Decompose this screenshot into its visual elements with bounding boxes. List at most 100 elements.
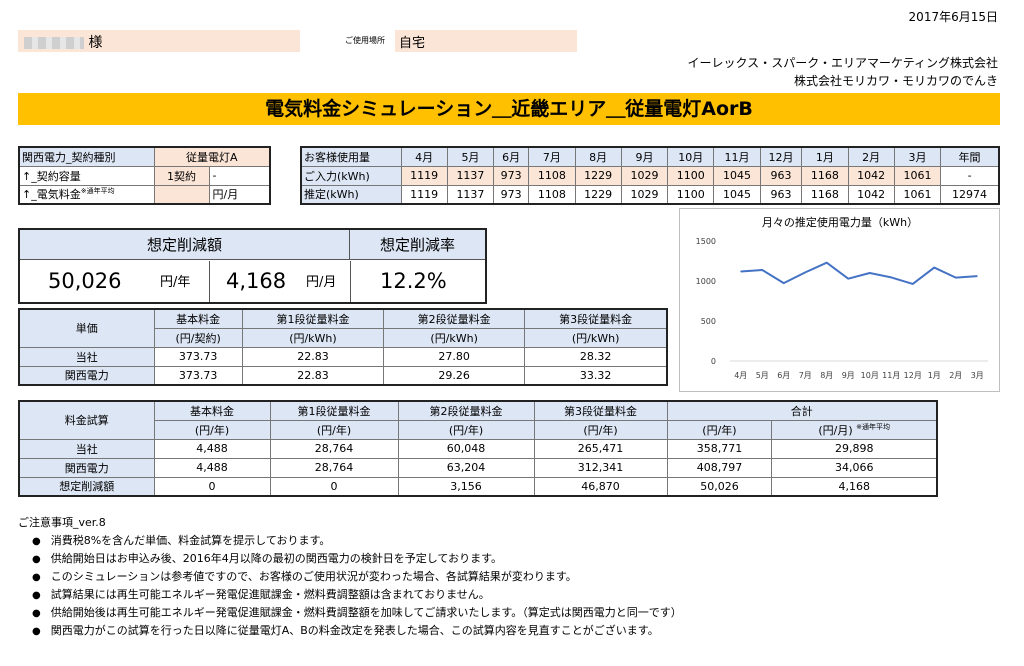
- bill-label-note: ※通年平均: [80, 187, 115, 196]
- up-row-label: 当社: [18, 346, 155, 367]
- cell: 29,898: [771, 438, 938, 459]
- data-point: [761, 269, 763, 271]
- x-tick-label: 1月: [928, 371, 941, 380]
- customer-suffix: 様: [88, 35, 103, 51]
- table-row: 関西電力 4,488 28,764 63,204 312,341 408,797…: [18, 457, 938, 478]
- x-tick-label: 12月: [904, 371, 922, 380]
- cell: 33.32: [524, 365, 668, 386]
- cell: 4,488: [153, 438, 271, 459]
- y-tick-label: 1000: [696, 277, 716, 286]
- cell: 3,156: [397, 476, 535, 497]
- cell: 22.83: [241, 346, 385, 367]
- usage-estimate-cell: 1137: [446, 184, 495, 205]
- cell: 265,471: [533, 438, 668, 459]
- notes-list: 消費税8%を含んだ単価、料金試算を提示しております。 供給開始日はお申込み後、2…: [32, 532, 1008, 640]
- trial-table: 料金試算 基本料金 第1段従量料金 第2段従量料金 第3段従量料金 合計 (円/…: [18, 400, 938, 497]
- cell: 63,204: [397, 457, 535, 478]
- bill-value: [153, 184, 210, 205]
- usage-header-cell: 4月: [400, 146, 448, 167]
- y-tick-label: 0: [711, 357, 716, 366]
- data-point: [826, 262, 828, 264]
- cell: 408,797: [666, 457, 773, 478]
- unit-price-table: 単価 基本料金 第1段従量料金 第2段従量料金 第3段従量料金 (円/契約) (…: [18, 308, 668, 386]
- usage-input-cell: 1042: [847, 165, 895, 186]
- contract-table: 関西電力_契約種別 従量電灯A ↑_契約容量 1契約 - ↑_電気料金※通年平均…: [18, 146, 271, 205]
- tr-unit-1: (円/年): [269, 419, 399, 440]
- y-tick-label: 1500: [696, 237, 716, 246]
- tr-col-0: 基本料金: [153, 400, 271, 421]
- page-title: 電気料金シミュレーション＿近畿エリア＿従量電灯AorB: [18, 93, 1000, 125]
- usage-table: お客様使用量 4月 5月 6月 7月 8月 9月 10月 11月 12月 1月 2月 3月 年間 ご入力(…: [300, 146, 1000, 205]
- usage-header-cell: 5月: [446, 146, 495, 167]
- cell: 27.80: [383, 346, 526, 367]
- cell: 60,048: [397, 438, 535, 459]
- tr-col-4: 合計: [666, 400, 938, 421]
- tr-col-2: 第2段従量料金: [397, 400, 535, 421]
- usage-estimate-cell: 1061: [893, 184, 942, 205]
- tr-row-label: 想定削減額: [18, 476, 155, 497]
- usage-estimate-cell: 1045: [713, 184, 761, 205]
- cell: 29.26: [383, 365, 526, 386]
- saving-monthly-unit: 円/月: [306, 275, 337, 290]
- usage-input-cell: 1137: [446, 165, 495, 186]
- cell: 4,488: [153, 457, 271, 478]
- up-col-3: 第3段従量料金: [524, 308, 668, 329]
- capacity-extra: -: [208, 165, 271, 186]
- usage-header-cell: 年間: [940, 146, 1000, 167]
- saving-amount-header: 想定削減額: [20, 230, 350, 260]
- up-unit-2: (円/kWh): [383, 327, 526, 348]
- x-tick-label: 3月: [971, 371, 984, 380]
- usage-chart-svg: 月々の推定使用電力量（kWh） 0 500 1000 1500 4月 5月 6月 7月 8月 9月…: [696, 215, 988, 380]
- up-col-2: 第2段従量料金: [383, 308, 526, 329]
- contract-type-label: 関西電力_契約種別: [18, 146, 155, 167]
- x-tick-label: 2月: [949, 371, 962, 380]
- usage-input-cell: 1029: [620, 165, 669, 186]
- usage-input-row: ご入力(kWh) 1119 1137 973 1108 1229 1029 1100 1045 9…: [300, 165, 1000, 186]
- customer-name-box: 様: [18, 30, 300, 52]
- usage-header-cell: 3月: [893, 146, 942, 167]
- series-line: [740, 261, 978, 285]
- tr-row-label: 関西電力: [18, 457, 155, 478]
- usage-estimate-label: 推定(kWh): [300, 184, 402, 205]
- table-row: 当社 4,488 28,764 60,048 265,471 358,771 2…: [18, 438, 938, 459]
- company-name-2: 株式会社モリカワ・モリカワのでんき: [793, 74, 998, 88]
- usage-input-cell: -: [940, 165, 1000, 186]
- cell: 28,764: [269, 457, 399, 478]
- cell: 22.83: [241, 365, 385, 386]
- usage-estimate-cell: 1229: [574, 184, 622, 205]
- x-tick-label: 6月: [777, 371, 790, 380]
- usage-estimate-cell: 12974: [940, 184, 1000, 205]
- tr-col-3: 第3段従量料金: [533, 400, 668, 421]
- usage-header-cell: 2月: [847, 146, 895, 167]
- usage-estimate-cell: 1119: [400, 184, 448, 205]
- bill-unit: 円/月: [208, 184, 271, 205]
- data-point: [740, 270, 742, 272]
- usage-estimate-cell: 1108: [528, 184, 576, 205]
- tr-unit-5-text: (円/月): [818, 423, 853, 437]
- notes-title: ご注意事項_ver.8: [18, 516, 106, 529]
- cell: 0: [153, 476, 271, 497]
- cell: 373.73: [153, 346, 243, 367]
- usage-header-row: お客様使用量 4月 5月 6月 7月 8月 9月 10月 11月 12月 1月 2月 3月 年間: [300, 146, 1000, 167]
- usage-header-cell: 7月: [528, 146, 576, 167]
- note-item: このシミュレーションは参考値ですので、お客様のご使用状況が変わった場合、各試算結…: [32, 568, 1008, 586]
- up-unit-1: (円/kWh): [241, 327, 385, 348]
- place-label: ご使用場所: [345, 36, 385, 45]
- data-point: [783, 282, 785, 284]
- usage-chart: 月々の推定使用電力量（kWh） 0 500 1000 1500 4月 5月 6月 7月 8月 9月…: [679, 208, 1000, 392]
- report-date: 2017年6月15日: [908, 10, 998, 24]
- usage-input-cell: 963: [759, 165, 803, 186]
- cell: 28,764: [269, 438, 399, 459]
- cell: 358,771: [666, 438, 773, 459]
- table-row: 関西電力 373.73 22.83 29.26 33.32: [18, 365, 668, 386]
- note-item: 試算結果には再生可能エネルギー発電促進賦課金・燃料費調整額は含まれておりません。: [32, 586, 1008, 604]
- x-tick-label: 8月: [820, 371, 833, 380]
- data-point: [976, 275, 978, 277]
- usage-estimate-cell: 1100: [667, 184, 715, 205]
- x-tick-label: 11月: [882, 371, 900, 380]
- tr-unit-0: (円/年): [153, 419, 271, 440]
- bill-label: ↑_電気料金※通年平均: [18, 184, 155, 205]
- cell: 46,870: [533, 476, 668, 497]
- usage-input-cell: 1061: [893, 165, 942, 186]
- unit-price-label: 単価: [18, 308, 155, 348]
